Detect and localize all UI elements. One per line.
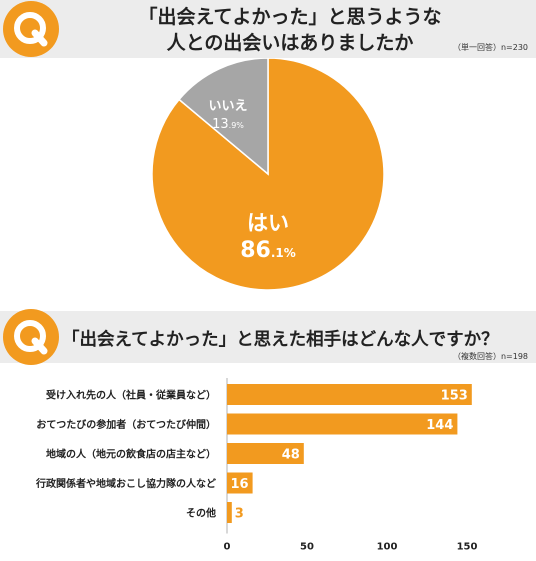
bar-value-label: 3 bbox=[235, 507, 244, 522]
x-tick-label: 150 bbox=[457, 542, 478, 553]
x-tick-label: 0 bbox=[224, 542, 231, 553]
bar-category-label: その他 bbox=[186, 507, 216, 520]
pie-slice-no bbox=[178, 58, 269, 176]
bar-value-label: 16 bbox=[231, 477, 249, 492]
pie-value-yes: 86.1% bbox=[240, 238, 296, 263]
bar-category-label: おてつたびの参加者（おてつたび仲間） bbox=[36, 418, 216, 431]
pie-slice-yes bbox=[151, 58, 385, 291]
bar-value-label: 153 bbox=[441, 389, 468, 404]
bar bbox=[227, 413, 458, 435]
bar-category-label: 行政関係者や地域おこし協力隊の人など bbox=[35, 477, 216, 490]
pie-label-no: いいえ bbox=[208, 99, 247, 114]
bar bbox=[227, 384, 472, 405]
pie-label-yes: はい bbox=[247, 211, 289, 235]
question2-title: 「出会えてよかった」と思えた相手はどんな人ですか？ bbox=[62, 330, 499, 350]
question1-q-icon bbox=[3, 1, 59, 57]
bar bbox=[227, 472, 253, 494]
bar-value-label: 144 bbox=[426, 418, 453, 433]
question2-header bbox=[0, 311, 536, 363]
bar-category-label: 受け入れ先の人（社員・従業員など） bbox=[46, 389, 216, 402]
bar bbox=[227, 443, 304, 464]
question1-title-line1: 「出会えてよかった」と思うような bbox=[138, 6, 442, 28]
question1-title-line2: 人との出会いはありましたか bbox=[166, 32, 414, 54]
bar-chart: 受け入れ先の人（社員・従業員など） 153 おてつたびの参加者（おてつたび仲間） 14… bbox=[35, 378, 478, 553]
bar-value-label: 48 bbox=[282, 448, 300, 463]
question1-header bbox=[0, 0, 536, 58]
x-tick-label: 100 bbox=[377, 542, 398, 553]
question1-title: 「出会えてよかった」と思うような 人との出会いはありましたか bbox=[70, 4, 510, 56]
pie-chart: はい 86.1% いいえ 13.9% bbox=[151, 58, 385, 291]
bar-category-label: 地域の人（地元の飲食店の店主など） bbox=[46, 448, 216, 461]
pie-value-no: 13.9% bbox=[212, 117, 244, 132]
bar bbox=[227, 502, 232, 523]
x-tick-label: 50 bbox=[300, 542, 314, 553]
question1-note: （単一回答）n=230 bbox=[452, 43, 528, 52]
question2-q-icon bbox=[3, 309, 59, 365]
question2-note: （複数回答）n=198 bbox=[452, 352, 528, 361]
